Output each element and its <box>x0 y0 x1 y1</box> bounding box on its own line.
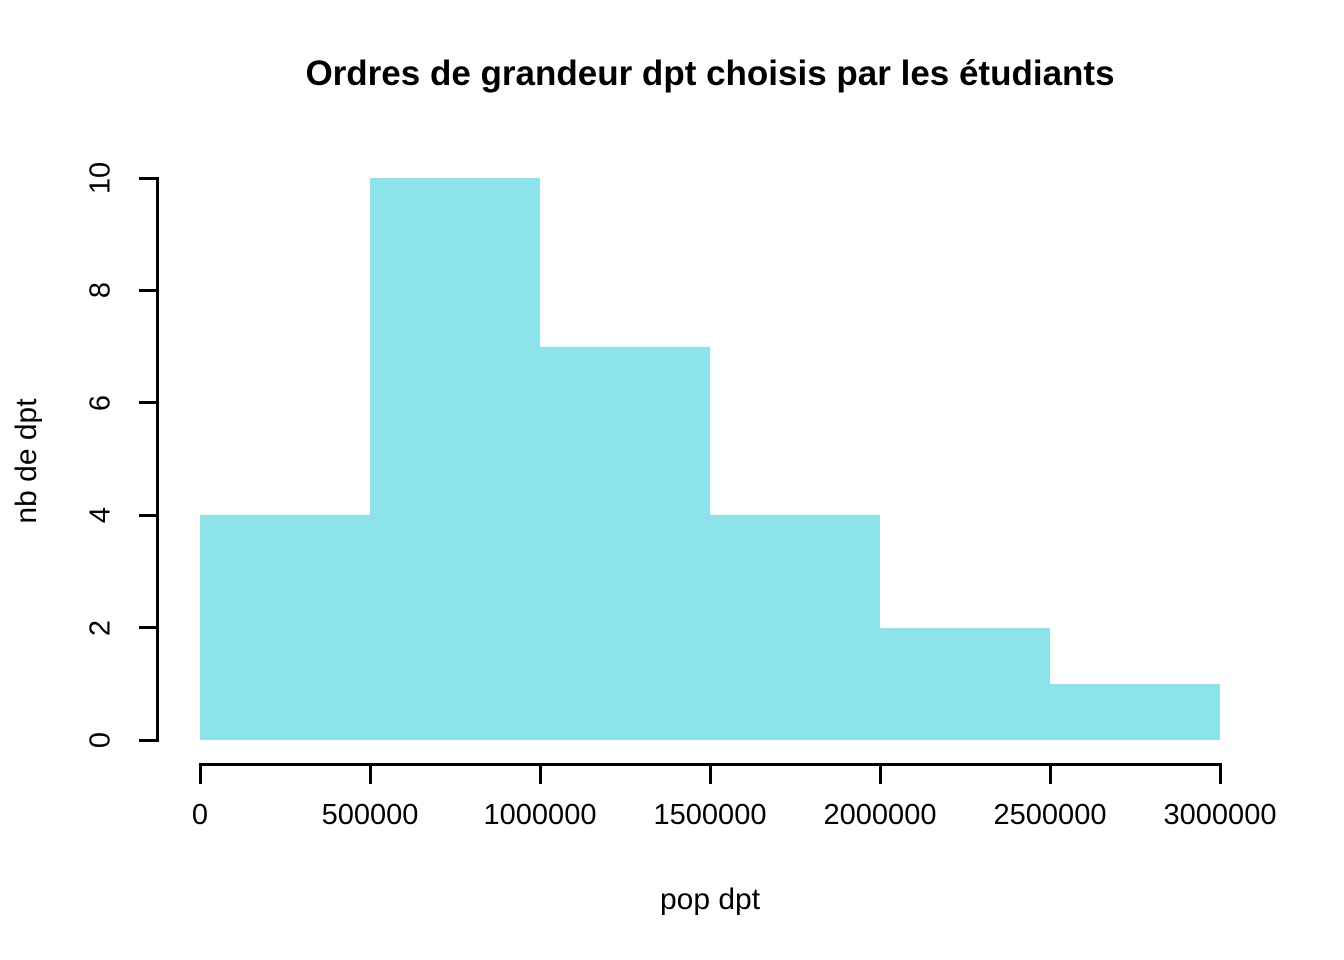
x-axis-title: pop dpt <box>659 883 761 916</box>
histogram-bar-0-500000 <box>200 515 370 740</box>
x-tick-label-0: 0 <box>191 799 209 831</box>
chart-title: Ordres de grandeur dpt choisis par les é… <box>305 54 1115 93</box>
y-tick-0 <box>139 738 157 742</box>
y-tick-label-4: 4 <box>84 507 117 524</box>
x-tick-label-2500000: 2500000 <box>993 799 1107 831</box>
histogram-bar-2500000-3000000 <box>1050 683 1220 740</box>
y-tick-10 <box>139 176 157 180</box>
x-tick-label-1000000: 1000000 <box>483 799 597 831</box>
y-tick-2 <box>139 626 157 630</box>
histogram-bar-1500000-2000000 <box>710 515 880 740</box>
y-tick-label-10: 10 <box>84 161 117 195</box>
y-tick-label-0: 0 <box>84 731 117 749</box>
x-tick-1500000 <box>708 763 712 784</box>
y-tick-8 <box>139 288 157 292</box>
y-axis-title: nb de dpt <box>10 398 43 524</box>
x-tick-label-2000000: 2000000 <box>823 799 937 831</box>
x-tick-label-3000000: 3000000 <box>1163 799 1277 831</box>
histogram-bar-1000000-1500000 <box>540 346 710 740</box>
x-tick-3000000 <box>1218 763 1222 784</box>
y-axis-line <box>155 176 159 742</box>
x-tick-label-1500000: 1500000 <box>653 799 767 831</box>
y-tick-4 <box>139 513 157 517</box>
histogram-bar-500000-1000000 <box>370 178 540 740</box>
x-tick-2500000 <box>1048 763 1052 784</box>
x-tick-1000000 <box>538 763 542 784</box>
y-tick-6 <box>139 401 157 405</box>
x-tick-500000 <box>368 763 372 784</box>
y-tick-label-6: 6 <box>84 394 117 411</box>
y-tick-label-2: 2 <box>84 619 117 636</box>
x-tick-2000000 <box>878 763 882 784</box>
x-tick-label-500000: 500000 <box>321 799 419 831</box>
x-tick-0 <box>198 763 202 784</box>
y-tick-label-8: 8 <box>84 282 117 299</box>
histogram-bar-2000000-2500000 <box>880 627 1050 740</box>
